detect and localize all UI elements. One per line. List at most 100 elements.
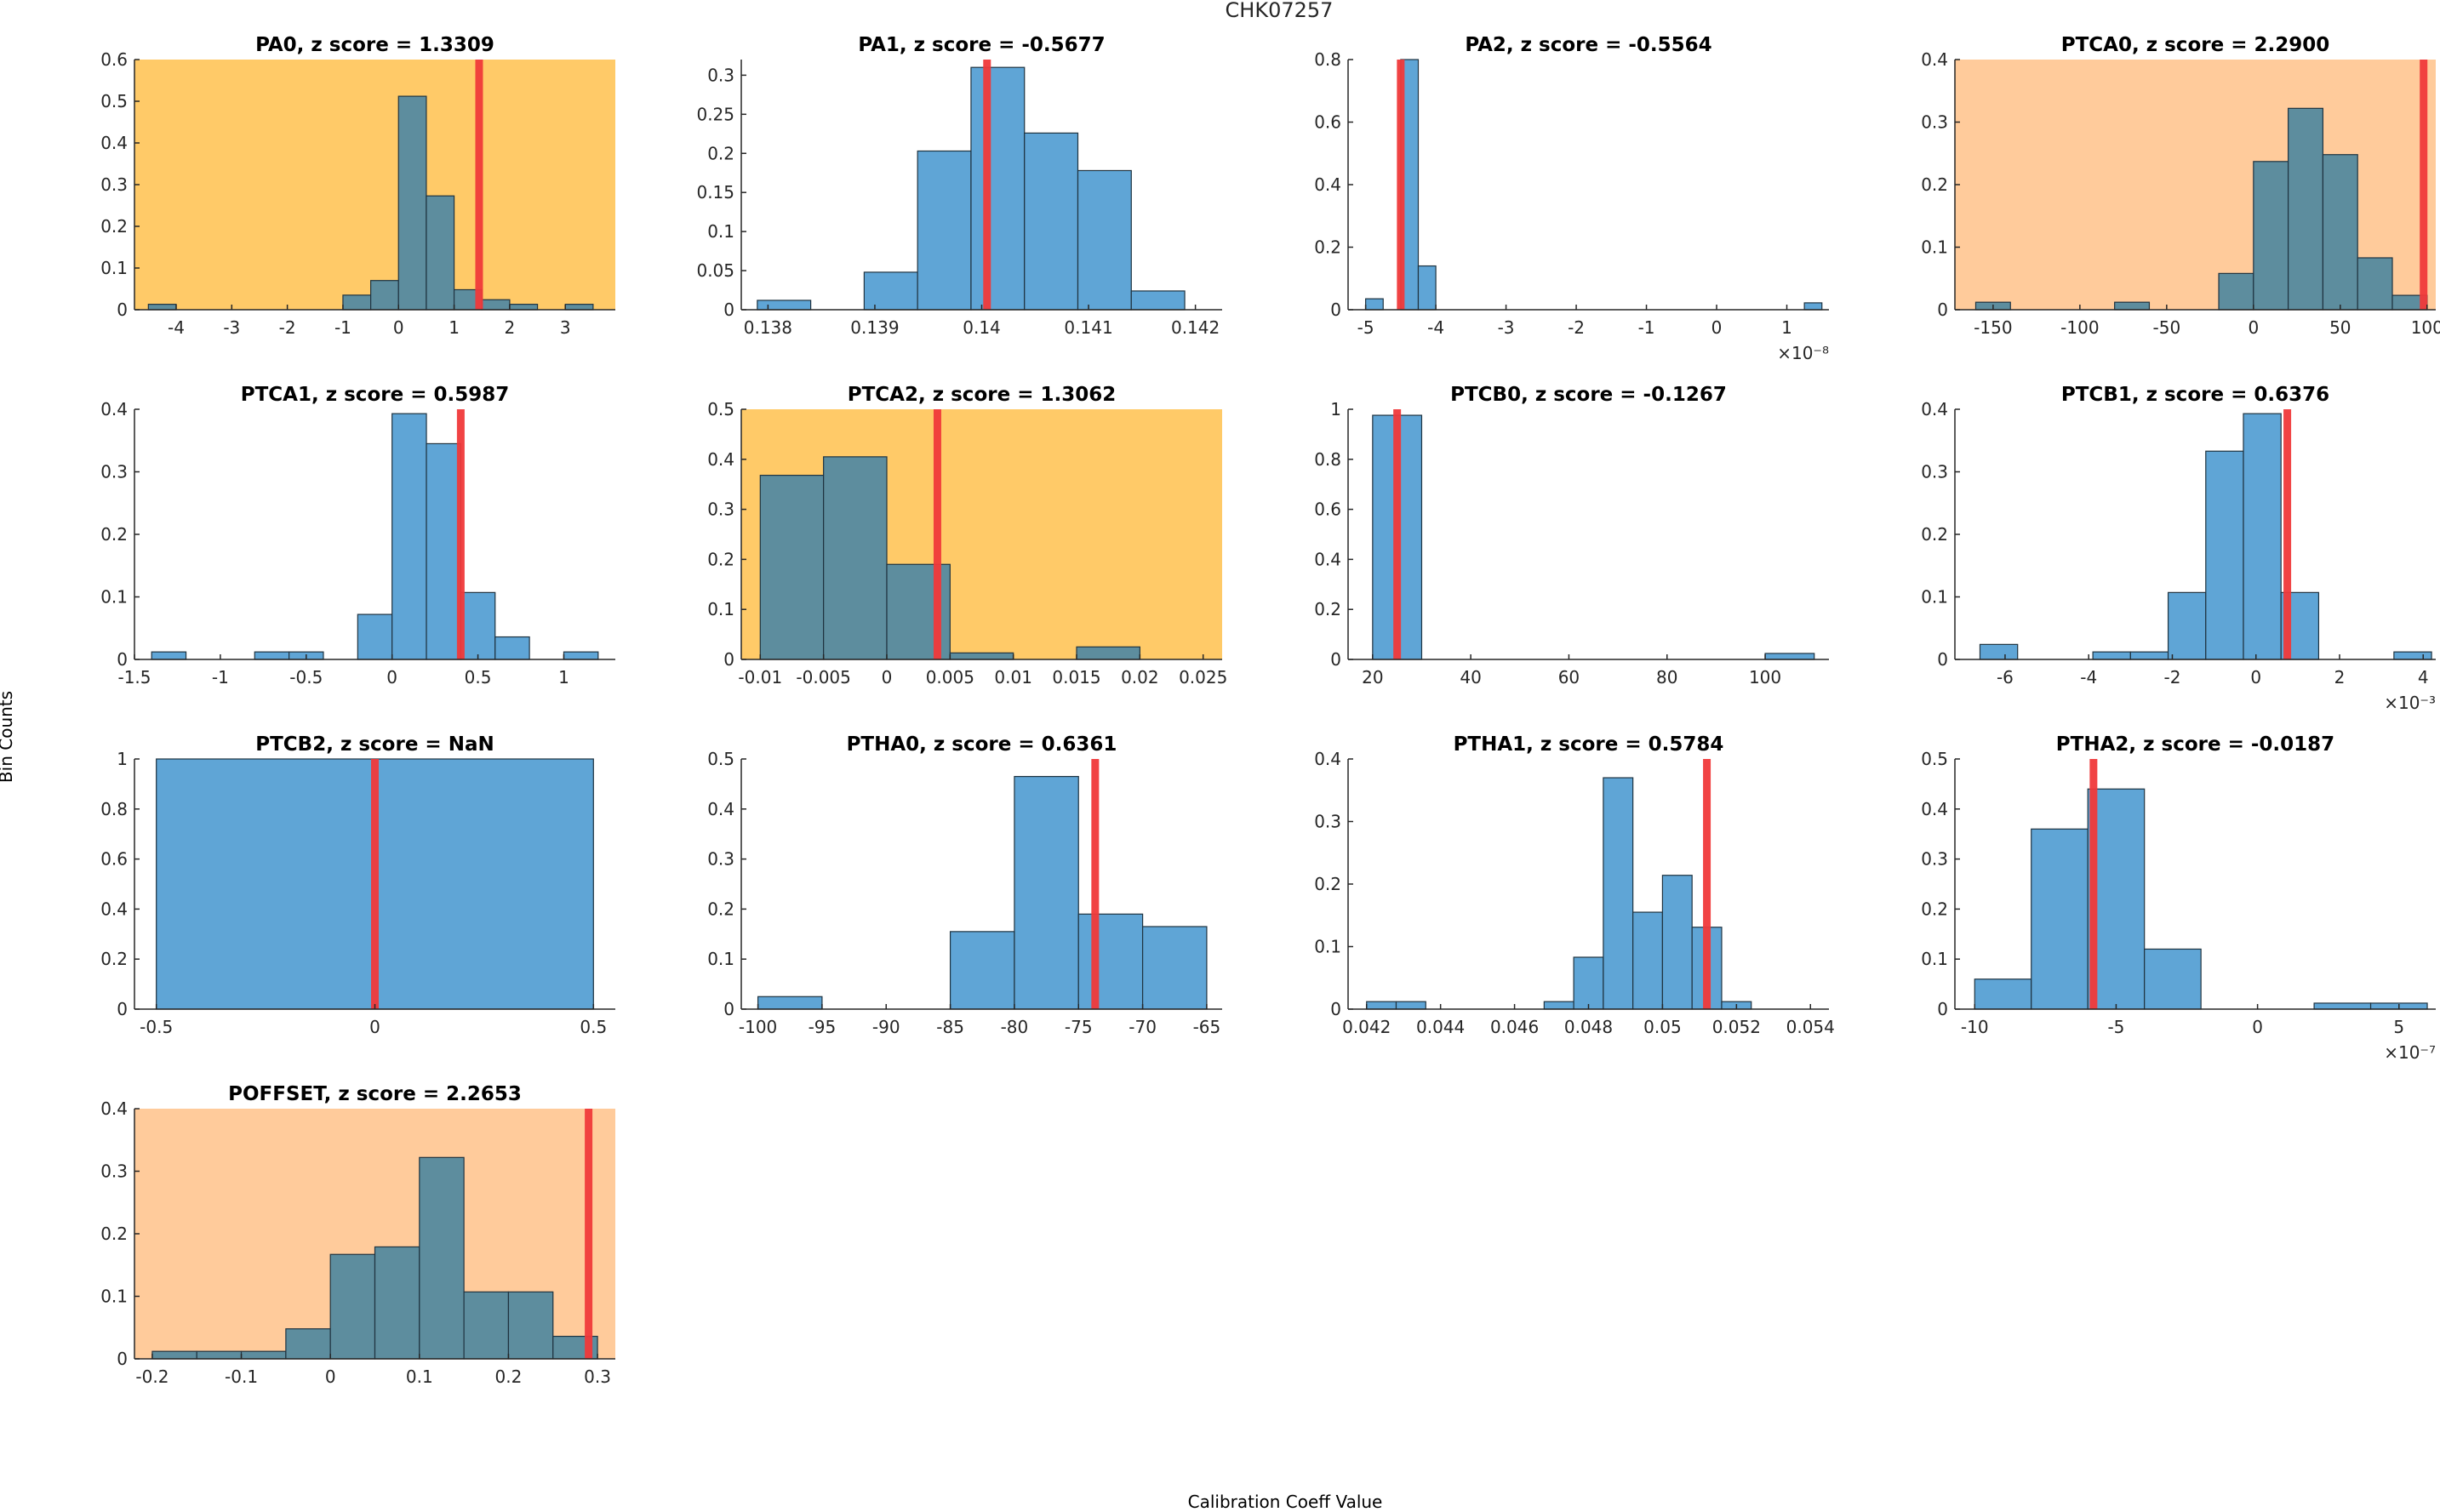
histogram-bar xyxy=(2253,161,2289,311)
histogram-bar xyxy=(1764,653,1815,660)
subplot-title: PTHA0, z score = 0.6361 xyxy=(847,733,1117,756)
y-tick-label: 0.3 xyxy=(1921,112,1948,133)
x-tick-label: 0.139 xyxy=(850,317,899,338)
x-tick-label: -1 xyxy=(1638,317,1655,338)
y-tick-label: 0.05 xyxy=(696,260,734,281)
y-tick-label: 0.2 xyxy=(707,143,734,163)
x-tick-label: 0.042 xyxy=(1342,1017,1391,1037)
y-tick-label: 0.4 xyxy=(100,899,128,919)
histogram-bar xyxy=(370,280,399,311)
histogram-bar xyxy=(823,456,888,660)
y-tick-label: 0.3 xyxy=(1314,812,1341,832)
histogram-bar xyxy=(2144,948,2202,1010)
y-tick-label: 0.2 xyxy=(707,549,734,569)
subplot-title: POFFSET, z score = 2.2653 xyxy=(228,1083,522,1105)
x-tick-label: 0 xyxy=(369,1017,380,1037)
x-tick-label: -1 xyxy=(212,667,229,688)
x-tick-label: 0 xyxy=(1711,317,1723,338)
histogram-bar xyxy=(342,294,372,311)
y-tick-label: 0.1 xyxy=(100,258,128,278)
x-tick-label: 0.044 xyxy=(1416,1017,1465,1037)
subplot-9: -100 -95 -90 -85 -80 -75 -70 -65 0 0.1 0.2 0.3 0.4 0.… xyxy=(707,733,1222,1037)
x-tick-label: -85 xyxy=(936,1017,964,1037)
x-tick-label: 0.052 xyxy=(1712,1017,1761,1037)
histogram-bar xyxy=(1366,1001,1397,1010)
x-tick-label: -3 xyxy=(1498,317,1515,338)
x-tick-label: 0.138 xyxy=(744,317,792,338)
x-tick-label: 0.048 xyxy=(1564,1017,1613,1037)
subplot-7: -6 -4 -2 0 2 4 0 0.1 0.2 0.3 0.4 PTCB1, z score = 0… xyxy=(1921,384,2436,713)
y-tick-label: 0.3 xyxy=(1921,849,1948,870)
histogram-bar xyxy=(970,66,1026,311)
y-tick-label: 0.25 xyxy=(696,104,734,124)
y-tick-label: 0.3 xyxy=(100,174,128,195)
x-tick-label: 0.1 xyxy=(406,1367,433,1387)
x-tick-label: 3 xyxy=(560,317,571,338)
subplot-1: 0.138 0.139 0.14 0.141 0.142 0 0.05 0.1 0.15 0.2 0… xyxy=(696,34,1222,338)
x-tick-label: -95 xyxy=(809,1017,837,1037)
x-tick-label: -150 xyxy=(1974,317,2012,338)
y-tick-label: 0.4 xyxy=(707,799,734,819)
histogram-bar xyxy=(463,1291,510,1360)
histogram-bar xyxy=(949,652,1014,660)
x-tick-label: -70 xyxy=(1129,1017,1157,1037)
x-tick-label: -6 xyxy=(1997,667,2014,688)
y-tick-label: 0.4 xyxy=(1314,749,1341,769)
y-tick-label: 0.4 xyxy=(100,133,128,153)
histogram-bar xyxy=(2129,651,2169,660)
y-tick-label: 0.2 xyxy=(1921,899,1948,919)
subplot-title: PA1, z score = -0.5677 xyxy=(858,34,1105,56)
x-tick-label: 0 xyxy=(386,667,397,688)
x-tick-label: -5 xyxy=(1357,317,1374,338)
y-tick-label: 0.1 xyxy=(100,1287,128,1307)
y-tick-label: 0 xyxy=(117,649,128,670)
x-tick-label: -3 xyxy=(223,317,240,338)
x-tick-label: 0 xyxy=(882,667,893,688)
y-tick-label: 1 xyxy=(1330,399,1341,419)
subplot-8: -0.5 0 0.5 0 0.2 0.4 0.6 0.8 1 PTCB2, z score = N… xyxy=(100,733,615,1037)
x-tick-label: -75 xyxy=(1065,1017,1093,1037)
x-tick-label: -10 xyxy=(1961,1017,1989,1037)
x-tick-label: -4 xyxy=(1427,317,1444,338)
histogram-bar xyxy=(2357,257,2393,311)
histogram-bar xyxy=(1365,298,1384,311)
x-tick-label: 0.054 xyxy=(1786,1017,1835,1037)
y-tick-label: 0.3 xyxy=(1921,462,1948,482)
y-tick-label: 0.3 xyxy=(100,462,128,482)
histogram-bar xyxy=(147,304,177,311)
histogram-bar xyxy=(509,304,539,311)
histogram-bar xyxy=(285,1328,331,1360)
histogram-bar xyxy=(757,300,812,311)
x-tick-label: 0.05 xyxy=(1643,1017,1682,1037)
histogram-bar xyxy=(1979,643,2019,660)
x-tick-label: 0.02 xyxy=(1121,667,1159,688)
y-tick-label: 0.3 xyxy=(100,1161,128,1182)
histogram-bar xyxy=(507,1291,554,1360)
x-tick-label: -65 xyxy=(1193,1017,1221,1037)
histogram-bar xyxy=(2114,301,2151,311)
x-tick-label: 80 xyxy=(1656,667,1677,688)
x-tick-label: 0.01 xyxy=(994,667,1032,688)
y-tick-label: 0.1 xyxy=(1921,949,1948,969)
histogram-bar xyxy=(151,651,187,660)
subplot-5: -0.01 -0.005 0 0.005 0.01 0.015 0.02 0.025 0 0.1 0… xyxy=(707,384,1227,688)
histogram-bar xyxy=(374,1246,420,1360)
x-tick-label: 1 xyxy=(449,317,460,338)
x-tick-label: 0.025 xyxy=(1179,667,1227,688)
histogram-bar xyxy=(2288,107,2324,311)
y-tick-label: 0.2 xyxy=(1314,237,1341,258)
subplot-0: -4 -3 -2 -1 0 1 2 3 0 0.1 0.2 0.3 0.4 0.5 0.6 PA0, z sc… xyxy=(100,34,615,338)
histogram-bar xyxy=(397,95,427,311)
y-tick-label: 0.2 xyxy=(100,216,128,237)
y-tick-label: 0 xyxy=(117,1349,128,1369)
subplot-title: PTHA1, z score = 0.5784 xyxy=(1454,733,1724,756)
histogram-bar xyxy=(2092,651,2131,660)
y-tick-label: 0 xyxy=(1937,300,1948,320)
histogram-bar xyxy=(2167,591,2207,660)
y-tick-label: 0 xyxy=(1330,649,1341,670)
subplot-11: -10 -5 0 5 0 0.1 0.2 0.3 0.4 0.5 PTHA2, z score = … xyxy=(1921,733,2436,1063)
histogram-bar xyxy=(2243,413,2282,660)
subplot-title: PTHA2, z score = -0.0187 xyxy=(2056,733,2334,756)
x-tick-label: 0.142 xyxy=(1171,317,1220,338)
subplot-background xyxy=(134,60,615,310)
